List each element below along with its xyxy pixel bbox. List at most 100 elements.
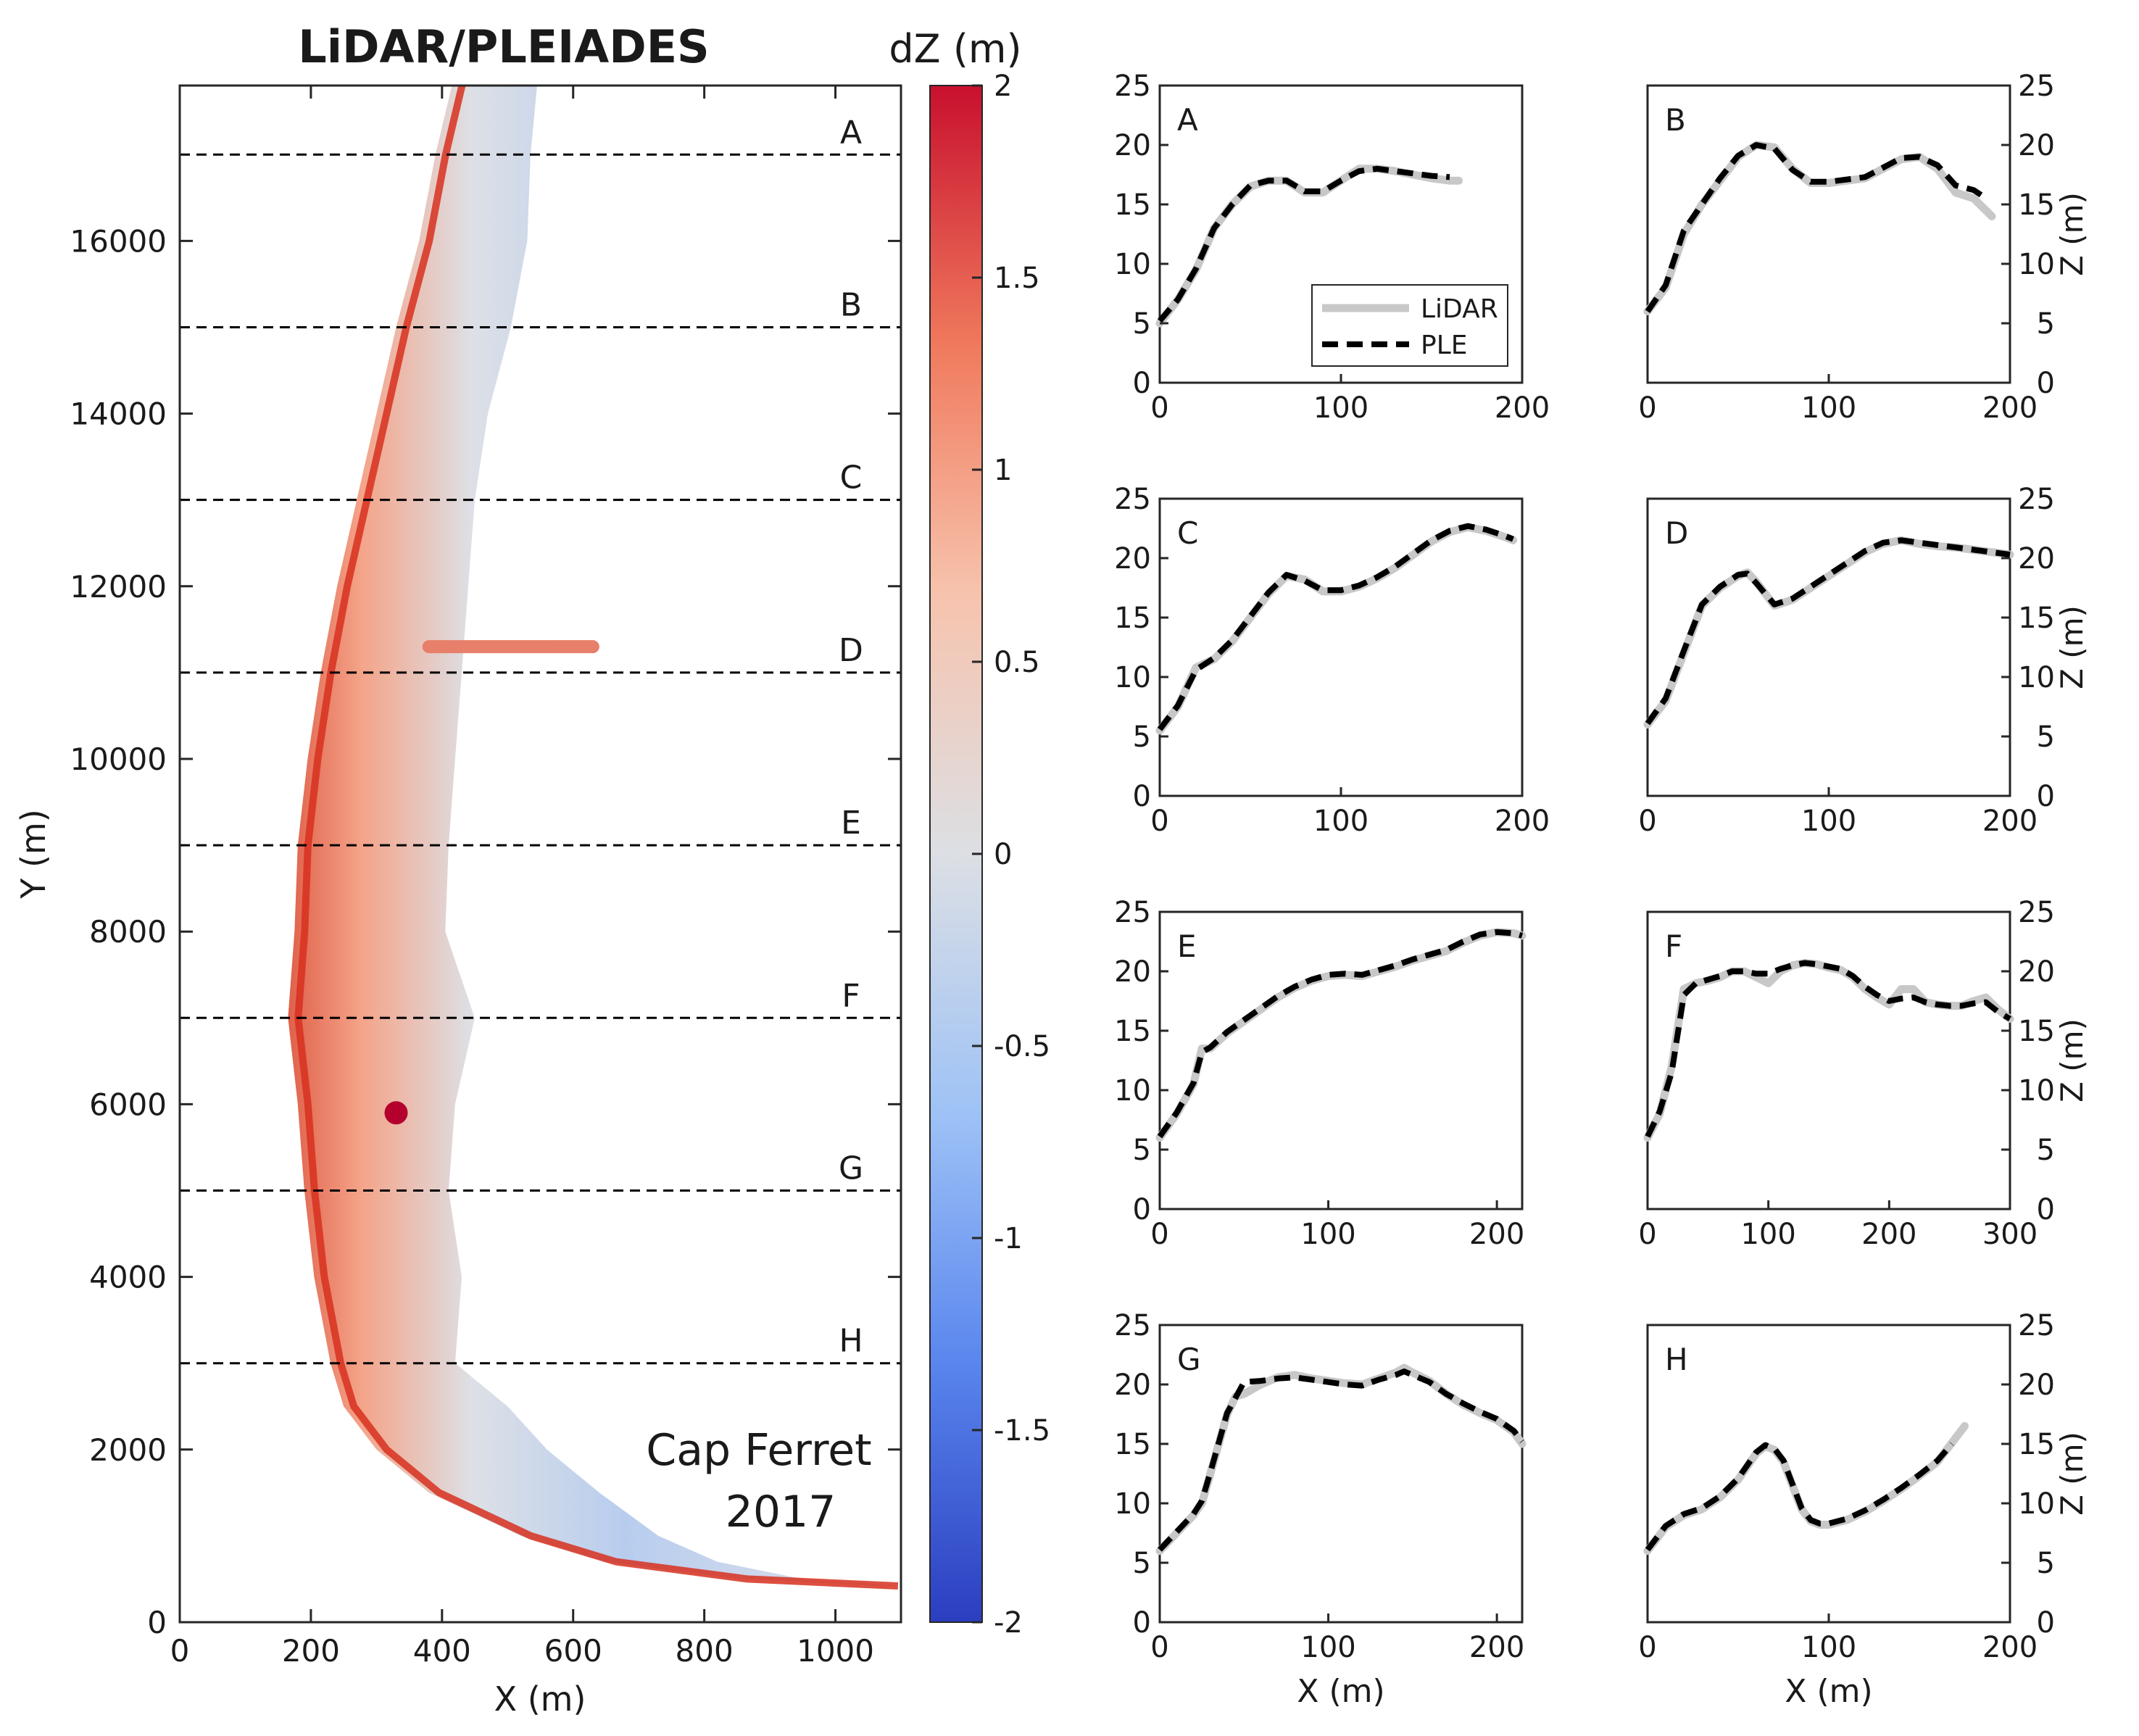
y-tick-label: 10 xyxy=(2018,1074,2055,1108)
transect-label-b: B xyxy=(840,286,862,323)
colorbar-tick-label: 0 xyxy=(994,838,1012,871)
y-tick-label: 10 xyxy=(1114,661,1151,694)
panel-letter: D xyxy=(1665,515,1688,551)
y-tick-label: 20 xyxy=(1114,542,1151,576)
x-tick-label: 200 xyxy=(1982,391,2038,425)
transect-lines: A B C D E F G H xyxy=(180,114,901,1365)
x-tick-label: 200 xyxy=(1495,805,1550,838)
y-tick-label: 10 xyxy=(2018,1487,2055,1521)
map-x-label: X (m) xyxy=(494,1679,586,1719)
transect-label-h: H xyxy=(839,1323,863,1360)
map-x-tick-label: 1000 xyxy=(797,1633,874,1669)
x-tick-label: 0 xyxy=(1638,1631,1656,1664)
y-tick-label: 15 xyxy=(2018,188,2055,222)
y-tick-label: 5 xyxy=(1133,1134,1151,1167)
y-tick-label: 10 xyxy=(1114,1487,1151,1521)
x-tick-label: 0 xyxy=(1638,805,1656,838)
x-tick-label: 0 xyxy=(1150,391,1168,425)
panel-letter: B xyxy=(1665,102,1686,138)
panel-frame xyxy=(1646,497,2011,797)
y-tick-label: 10 xyxy=(1114,248,1151,281)
x-axis-label: X (m) xyxy=(1785,1673,1872,1710)
transect-label-d: D xyxy=(839,632,863,669)
y-tick-label: 20 xyxy=(2018,955,2055,989)
transect-label-g: G xyxy=(839,1150,863,1187)
y-tick-label: 5 xyxy=(1133,307,1151,341)
y-tick-label: 5 xyxy=(2037,1547,2055,1580)
ple-profile-line xyxy=(1645,960,2012,1138)
y-tick-label: 20 xyxy=(2018,129,2055,162)
y-tick-label: 15 xyxy=(1114,1015,1151,1048)
legend: LiDAR PLE xyxy=(1311,284,1508,367)
x-tick-label: 200 xyxy=(1982,805,2038,838)
y-tick-label: 25 xyxy=(1114,483,1151,516)
panel-frame xyxy=(1158,1324,1524,1624)
colorbar-label: dZ (m) xyxy=(889,26,1021,72)
map-y-tick-label: 6000 xyxy=(89,1087,167,1122)
map-x-tick-label: 200 xyxy=(282,1633,340,1669)
y-axis-label: Z (m) xyxy=(2054,605,2090,689)
x-tick-label: 200 xyxy=(1469,1631,1524,1664)
panel-frame xyxy=(1646,84,2011,384)
colorbar-ticks: -2 -1.5 -1 -0.5 0 0.5 1 1.5 2 xyxy=(972,70,1050,1640)
map-frame xyxy=(178,84,902,1624)
ple-profile-line xyxy=(1157,929,1524,1139)
y-tick-label: 25 xyxy=(2018,483,2055,516)
y-tick-label: 15 xyxy=(2018,1428,2055,1461)
y-tick-label: 15 xyxy=(2018,1015,2055,1048)
coast-dz-strip xyxy=(288,86,901,1586)
ple-profile-line xyxy=(1157,523,1514,731)
profile-panel-c: C 0 100 200 0 5 10 15 20 25 xyxy=(1114,483,1550,838)
y-tick-label: 0 xyxy=(2037,1606,2055,1640)
legend-box xyxy=(1311,284,1508,367)
x-tick-label: 100 xyxy=(1801,805,1856,838)
y-tick-label: 20 xyxy=(2018,542,2055,576)
transect-label-a: A xyxy=(840,114,862,151)
map-y-tick-label: 4000 xyxy=(89,1260,167,1295)
map-title: LiDAR/PLEIADES xyxy=(298,20,709,73)
y-tick-label: 15 xyxy=(1114,1428,1151,1461)
colorbar: dZ (m) -2 -1.5 -1 -0.5 0 0.5 1 1.5 2 xyxy=(889,26,1050,1640)
panel-letter: E xyxy=(1177,929,1197,964)
y-axis-label: Z (m) xyxy=(2054,192,2090,276)
x-tick-label: 300 xyxy=(1982,1218,2038,1251)
y-tick-label: 0 xyxy=(1133,780,1151,813)
panel-frame xyxy=(1158,910,1524,1210)
y-tick-label: 20 xyxy=(2018,1369,2055,1402)
y-tick-label: 25 xyxy=(2018,70,2055,103)
y-tick-label: 5 xyxy=(2037,720,2055,754)
y-tick-label: 10 xyxy=(1114,1074,1151,1108)
panel-frame xyxy=(1646,1324,2011,1624)
panel-letter: G xyxy=(1177,1342,1201,1377)
colorbar-tick-label: -0.5 xyxy=(994,1030,1050,1063)
y-tick-label: 15 xyxy=(1114,602,1151,635)
ple-profile-line xyxy=(1645,142,1988,313)
y-tick-label: 5 xyxy=(1133,1547,1151,1580)
y-tick-label: 0 xyxy=(2037,367,2055,400)
ple-profile-line xyxy=(1645,537,2011,726)
map-y-tick-label: 12000 xyxy=(70,569,167,605)
y-tick-label: 0 xyxy=(1133,1193,1151,1226)
panel-letter: H xyxy=(1665,1342,1688,1377)
profile-panel-g: G 0 100 200 0 5 10 15 20 25 X (m) xyxy=(1114,1309,1527,1710)
x-tick-label: 100 xyxy=(1740,1218,1795,1251)
x-tick-label: 0 xyxy=(1150,1218,1168,1251)
y-tick-label: 15 xyxy=(2018,602,2055,635)
ple-profile-line xyxy=(1645,1442,1955,1552)
lidar-legend-label: LiDAR xyxy=(1421,294,1498,324)
ple-legend-label: PLE xyxy=(1421,331,1468,360)
map-y-label: Y (m) xyxy=(14,809,53,899)
x-tick-label: 100 xyxy=(1313,805,1368,838)
y-tick-label: 5 xyxy=(1133,720,1151,754)
annotation-place: Cap Ferret xyxy=(646,1425,871,1476)
x-tick-label: 200 xyxy=(1861,1218,1916,1251)
y-tick-label: 0 xyxy=(2037,780,2055,813)
colorbar-tick-label: -1 xyxy=(994,1222,1023,1255)
transect-label-f: F xyxy=(842,977,860,1014)
ple-profile-line xyxy=(1157,165,1450,323)
